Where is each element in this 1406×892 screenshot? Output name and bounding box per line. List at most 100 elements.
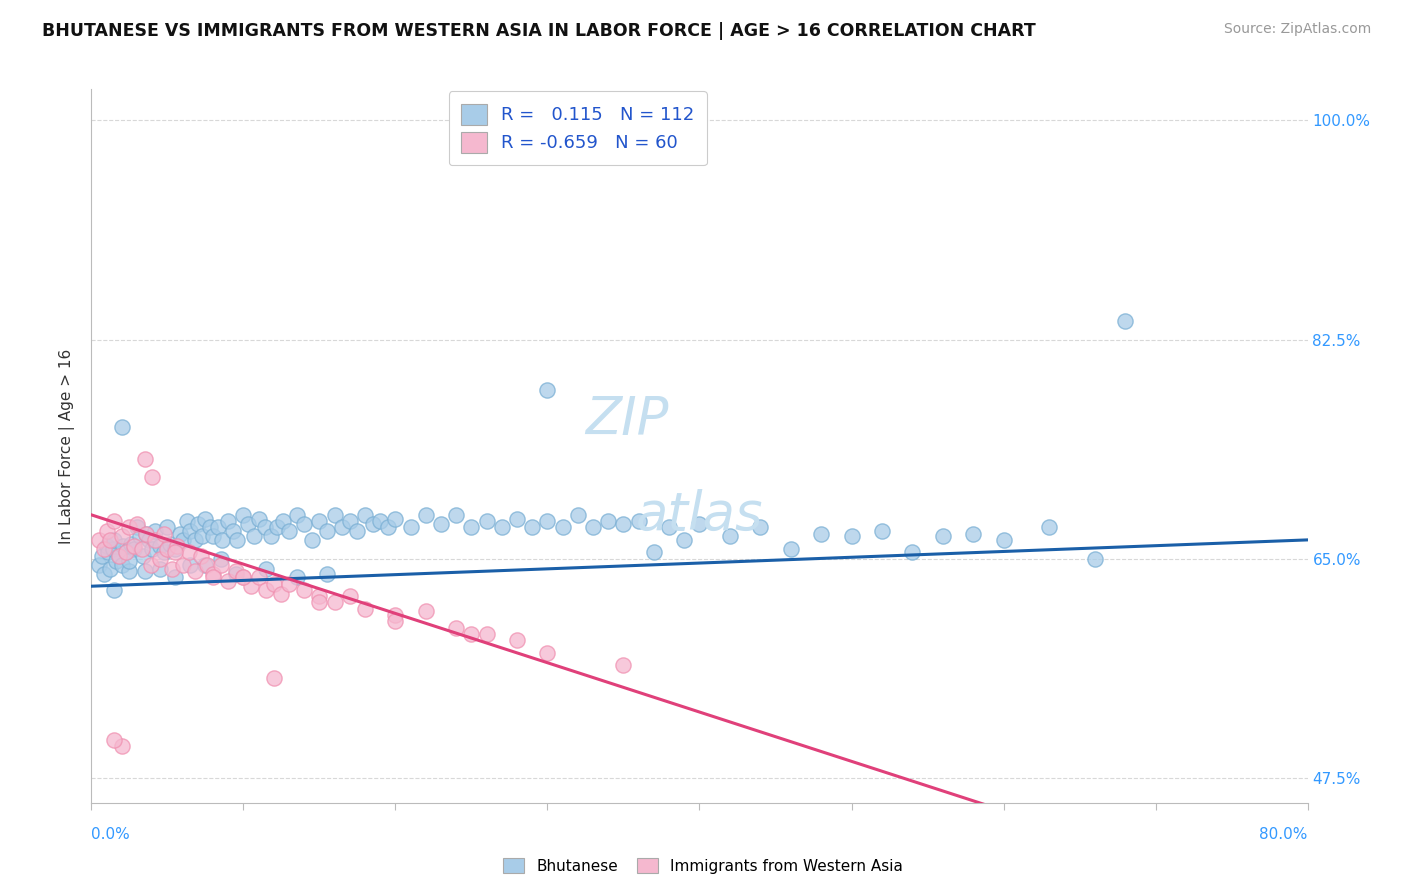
Point — [187, 516, 209, 531]
Point — [361, 516, 384, 531]
Text: ZIP: ZIP — [585, 394, 668, 446]
Point — [87, 558, 110, 572]
Point — [132, 549, 155, 564]
Point — [118, 520, 141, 534]
Point — [870, 524, 893, 538]
Point — [263, 576, 285, 591]
Point — [253, 520, 276, 534]
Point — [169, 526, 191, 541]
Point — [749, 520, 772, 534]
Point — [156, 541, 179, 556]
Legend: R =   0.115   N = 112, R = -0.659   N = 60: R = 0.115 N = 112, R = -0.659 N = 60 — [449, 91, 707, 165]
Point — [93, 566, 115, 581]
Point — [598, 514, 620, 528]
Point — [111, 558, 134, 572]
Point — [118, 564, 141, 578]
Point — [87, 533, 110, 547]
Point — [308, 514, 330, 528]
Point — [195, 558, 218, 572]
Point — [841, 529, 863, 543]
Point — [149, 551, 172, 566]
Point — [202, 570, 225, 584]
Point — [567, 508, 589, 522]
Point — [179, 524, 201, 538]
Text: BHUTANESE VS IMMIGRANTS FROM WESTERN ASIA IN LABOR FORCE | AGE > 16 CORRELATION : BHUTANESE VS IMMIGRANTS FROM WESTERN ASI… — [42, 22, 1036, 40]
Point — [308, 595, 330, 609]
Point — [194, 511, 217, 525]
Point — [115, 545, 138, 559]
Point — [658, 520, 681, 534]
Point — [962, 526, 984, 541]
Point — [688, 516, 710, 531]
Point — [444, 621, 467, 635]
Point — [810, 526, 832, 541]
Point — [236, 516, 259, 531]
Text: 80.0%: 80.0% — [1260, 827, 1308, 841]
Point — [460, 520, 482, 534]
Point — [536, 646, 558, 660]
Point — [292, 582, 315, 597]
Point — [163, 545, 186, 559]
Point — [103, 514, 125, 528]
Point — [209, 558, 232, 572]
Point — [506, 633, 529, 648]
Point — [612, 516, 634, 531]
Point — [399, 520, 422, 534]
Point — [184, 533, 207, 547]
Point — [149, 539, 172, 553]
Point — [522, 520, 544, 534]
Point — [202, 566, 225, 581]
Point — [582, 520, 605, 534]
Point — [254, 582, 277, 597]
Point — [98, 533, 121, 547]
Point — [135, 526, 157, 541]
Point — [368, 514, 391, 528]
Point — [191, 529, 214, 543]
Point — [120, 536, 142, 550]
Point — [125, 520, 148, 534]
Point — [384, 511, 406, 525]
Point — [111, 420, 134, 434]
Point — [98, 562, 121, 576]
Point — [536, 514, 558, 528]
Point — [240, 579, 263, 593]
Point — [134, 564, 156, 578]
Point — [226, 533, 249, 547]
Point — [475, 627, 498, 641]
Point — [222, 524, 245, 538]
Point — [211, 533, 233, 547]
Point — [172, 558, 194, 572]
Point — [551, 520, 574, 534]
Point — [673, 533, 696, 547]
Point — [718, 529, 741, 543]
Point — [354, 601, 377, 615]
Point — [97, 545, 120, 559]
Point — [444, 508, 467, 522]
Point — [271, 514, 294, 528]
Point — [270, 587, 292, 601]
Point — [217, 514, 239, 528]
Point — [278, 576, 301, 591]
Point — [194, 558, 217, 572]
Point — [202, 529, 225, 543]
Point — [135, 526, 157, 541]
Point — [308, 589, 330, 603]
Point — [122, 539, 145, 553]
Point — [153, 526, 176, 541]
Point — [354, 508, 377, 522]
Point — [292, 516, 315, 531]
Point — [107, 549, 129, 564]
Point — [91, 549, 114, 564]
Point — [103, 582, 125, 597]
Point — [138, 533, 160, 547]
Point — [96, 539, 118, 553]
Point — [149, 562, 172, 576]
Point — [285, 570, 308, 584]
Point — [260, 529, 283, 543]
Point — [190, 549, 212, 564]
Point — [316, 566, 339, 581]
Point — [491, 520, 513, 534]
Point — [139, 558, 162, 572]
Point — [323, 595, 346, 609]
Point — [125, 516, 148, 531]
